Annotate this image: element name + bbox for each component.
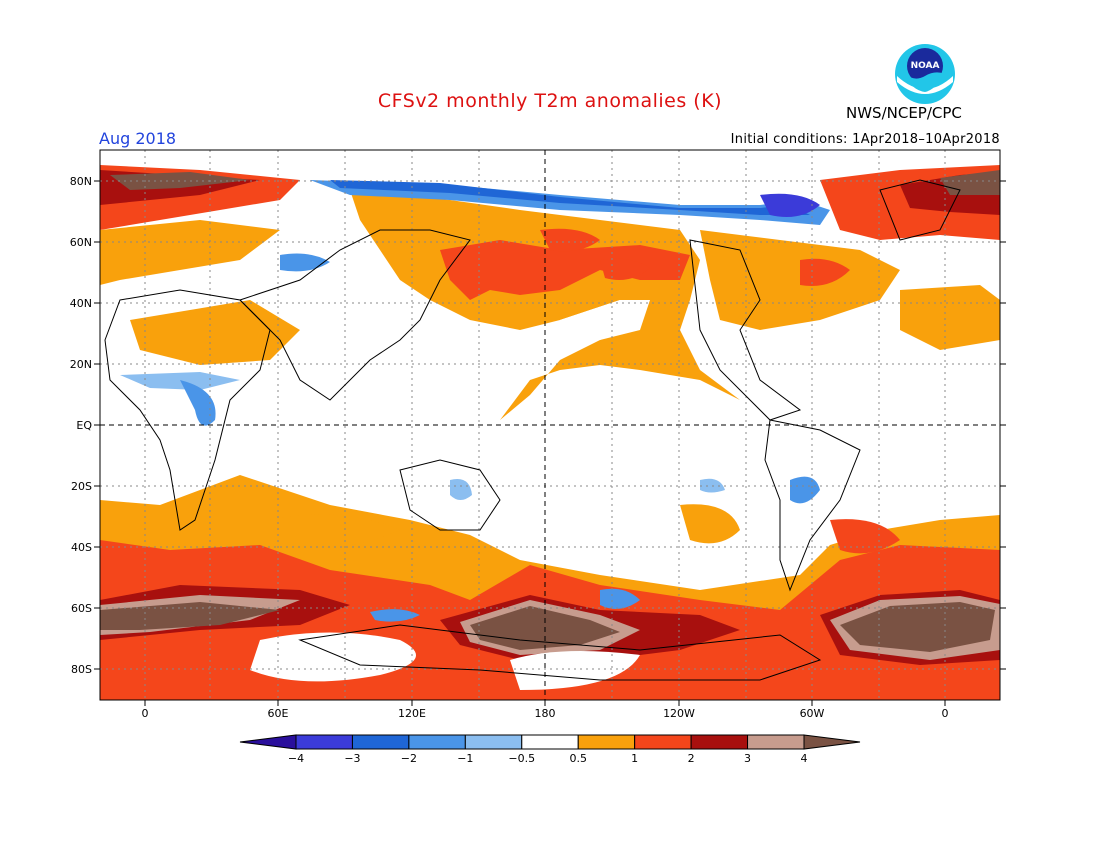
graticule — [100, 150, 1000, 700]
map-title: CFSv2 monthly T2m anomalies (K) — [377, 90, 723, 112]
legend-swatch — [690, 734, 749, 750]
legend-swatch — [803, 734, 861, 750]
lat-tick-label: 80S — [71, 663, 92, 676]
legend-label: 4 — [801, 752, 808, 765]
legend-swatch — [239, 734, 297, 750]
legend-label: −0.5 — [508, 752, 535, 765]
lon-tick-label: 0 — [142, 707, 149, 720]
legend-label: −4 — [288, 752, 304, 765]
lon-tick-label: 120W — [663, 707, 695, 720]
lon-tick-label: 0 — [942, 707, 949, 720]
color-legend: −4 −3 −2 −1 −0.5 0.5 1 2 3 4 — [239, 734, 861, 765]
lon-tick-label: 60W — [800, 707, 825, 720]
lat-tick-label: 60N — [70, 236, 92, 249]
legend-swatch — [577, 734, 636, 750]
lat-tick-label: EQ — [76, 419, 92, 432]
legend-label: 0.5 — [569, 752, 587, 765]
legend-swatch — [408, 734, 466, 750]
lon-tick-label: 120E — [398, 707, 426, 720]
legend-swatch — [464, 734, 523, 750]
lon-tick-label: 180 — [535, 707, 556, 720]
forecast-month: Aug 2018 — [99, 129, 177, 148]
legend-label: −1 — [457, 752, 473, 765]
legend-label: 3 — [744, 752, 751, 765]
longitude-axis: 0 60E 120E 180 120W 60W 0 — [142, 700, 949, 720]
legend-swatch — [634, 734, 692, 750]
lon-tick-label: 60E — [268, 707, 289, 720]
lat-tick-label: 80N — [70, 175, 92, 188]
legend-swatch — [295, 734, 353, 750]
anomaly-field — [100, 150, 1000, 700]
noaa-logo: NOAA — [895, 44, 955, 104]
legend-swatch — [351, 734, 410, 750]
lat-tick-label: 40S — [71, 541, 92, 554]
noaa-logo-text: NOAA — [911, 61, 940, 71]
lat-tick-label: 60S — [71, 602, 92, 615]
lat-tick-label: 40N — [70, 297, 92, 310]
coastlines — [104, 179, 961, 681]
legend-swatch — [521, 734, 579, 750]
legend-label: −2 — [401, 752, 417, 765]
lat-tick-label: 20N — [70, 358, 92, 371]
lat-tick-label: 20S — [71, 480, 92, 493]
initial-conditions: Initial conditions: 1Apr2018–10Apr2018 — [730, 132, 1000, 147]
latitude-axis: 80N 60N 40N 20N EQ 20S 40S 60S 80S — [70, 175, 1006, 676]
legend-label: 2 — [688, 752, 695, 765]
legend-label: −3 — [344, 752, 360, 765]
agency-label: NWS/NCEP/CPC — [846, 104, 962, 122]
legend-swatch — [747, 734, 805, 750]
legend-label: 1 — [631, 752, 638, 765]
